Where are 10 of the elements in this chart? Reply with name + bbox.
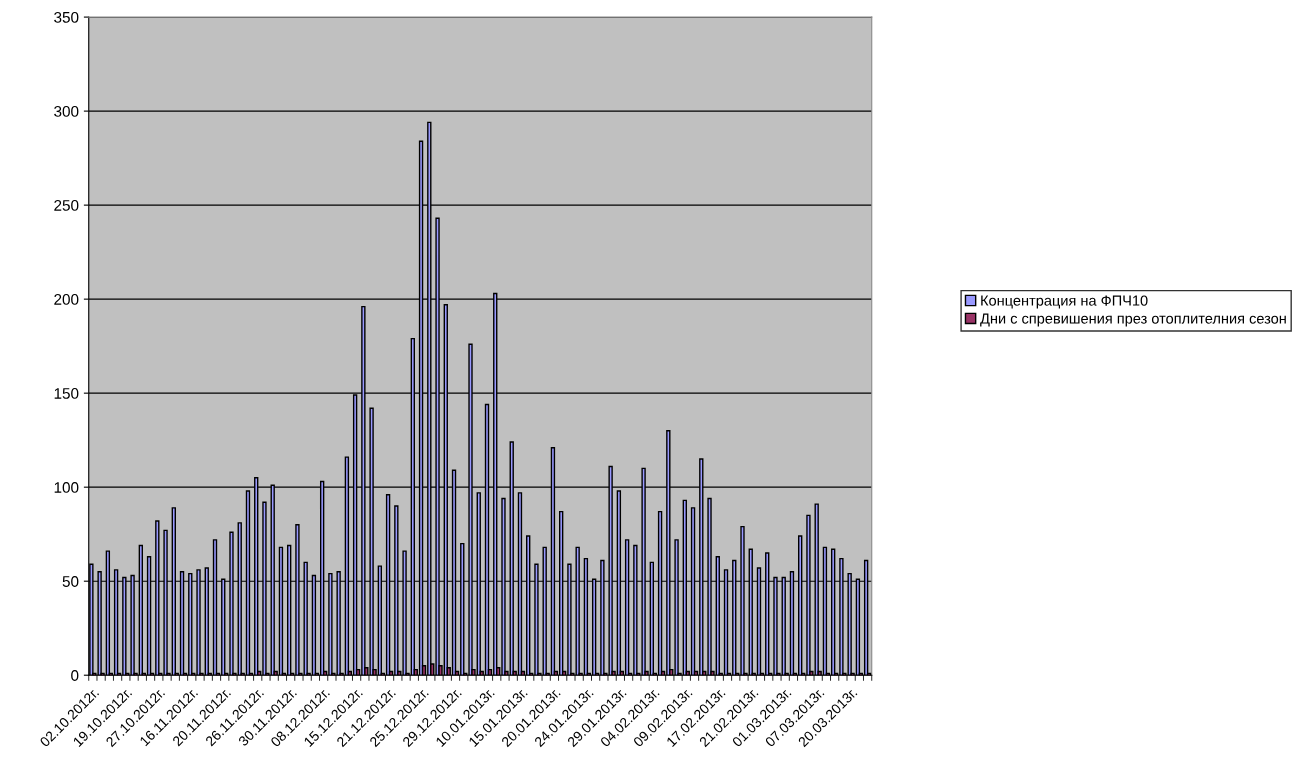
y-tick-label: 50	[62, 576, 79, 587]
y-tick-label: 0	[71, 670, 79, 681]
legend-label: Концентрация на ФПЧ10	[981, 295, 1148, 309]
y-tick-label: 250	[54, 200, 79, 211]
y-tick-label: 150	[54, 388, 79, 399]
y-tick-label: 300	[54, 105, 79, 117]
y-tick-label: 100	[54, 482, 79, 493]
y-tick-label: 350	[54, 11, 79, 23]
legend-label: Дни с спревишения през отоплителния сезон	[980, 313, 1286, 327]
y-tick-label: 200	[54, 294, 79, 305]
